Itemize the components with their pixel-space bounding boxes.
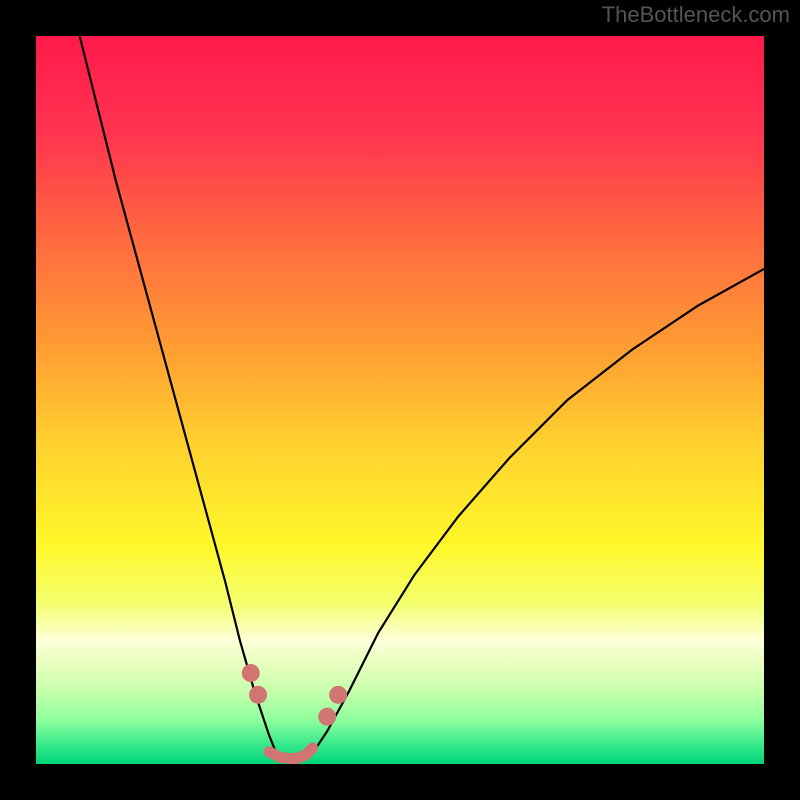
chart-svg xyxy=(0,0,800,800)
marker-dot xyxy=(318,708,336,726)
marker-dot xyxy=(242,664,260,682)
watermark-text: TheBottleneck.com xyxy=(602,2,790,28)
chart-container: TheBottleneck.com xyxy=(0,0,800,800)
plot-gradient-background xyxy=(36,36,764,764)
marker-dot xyxy=(329,686,347,704)
marker-dot xyxy=(249,686,267,704)
